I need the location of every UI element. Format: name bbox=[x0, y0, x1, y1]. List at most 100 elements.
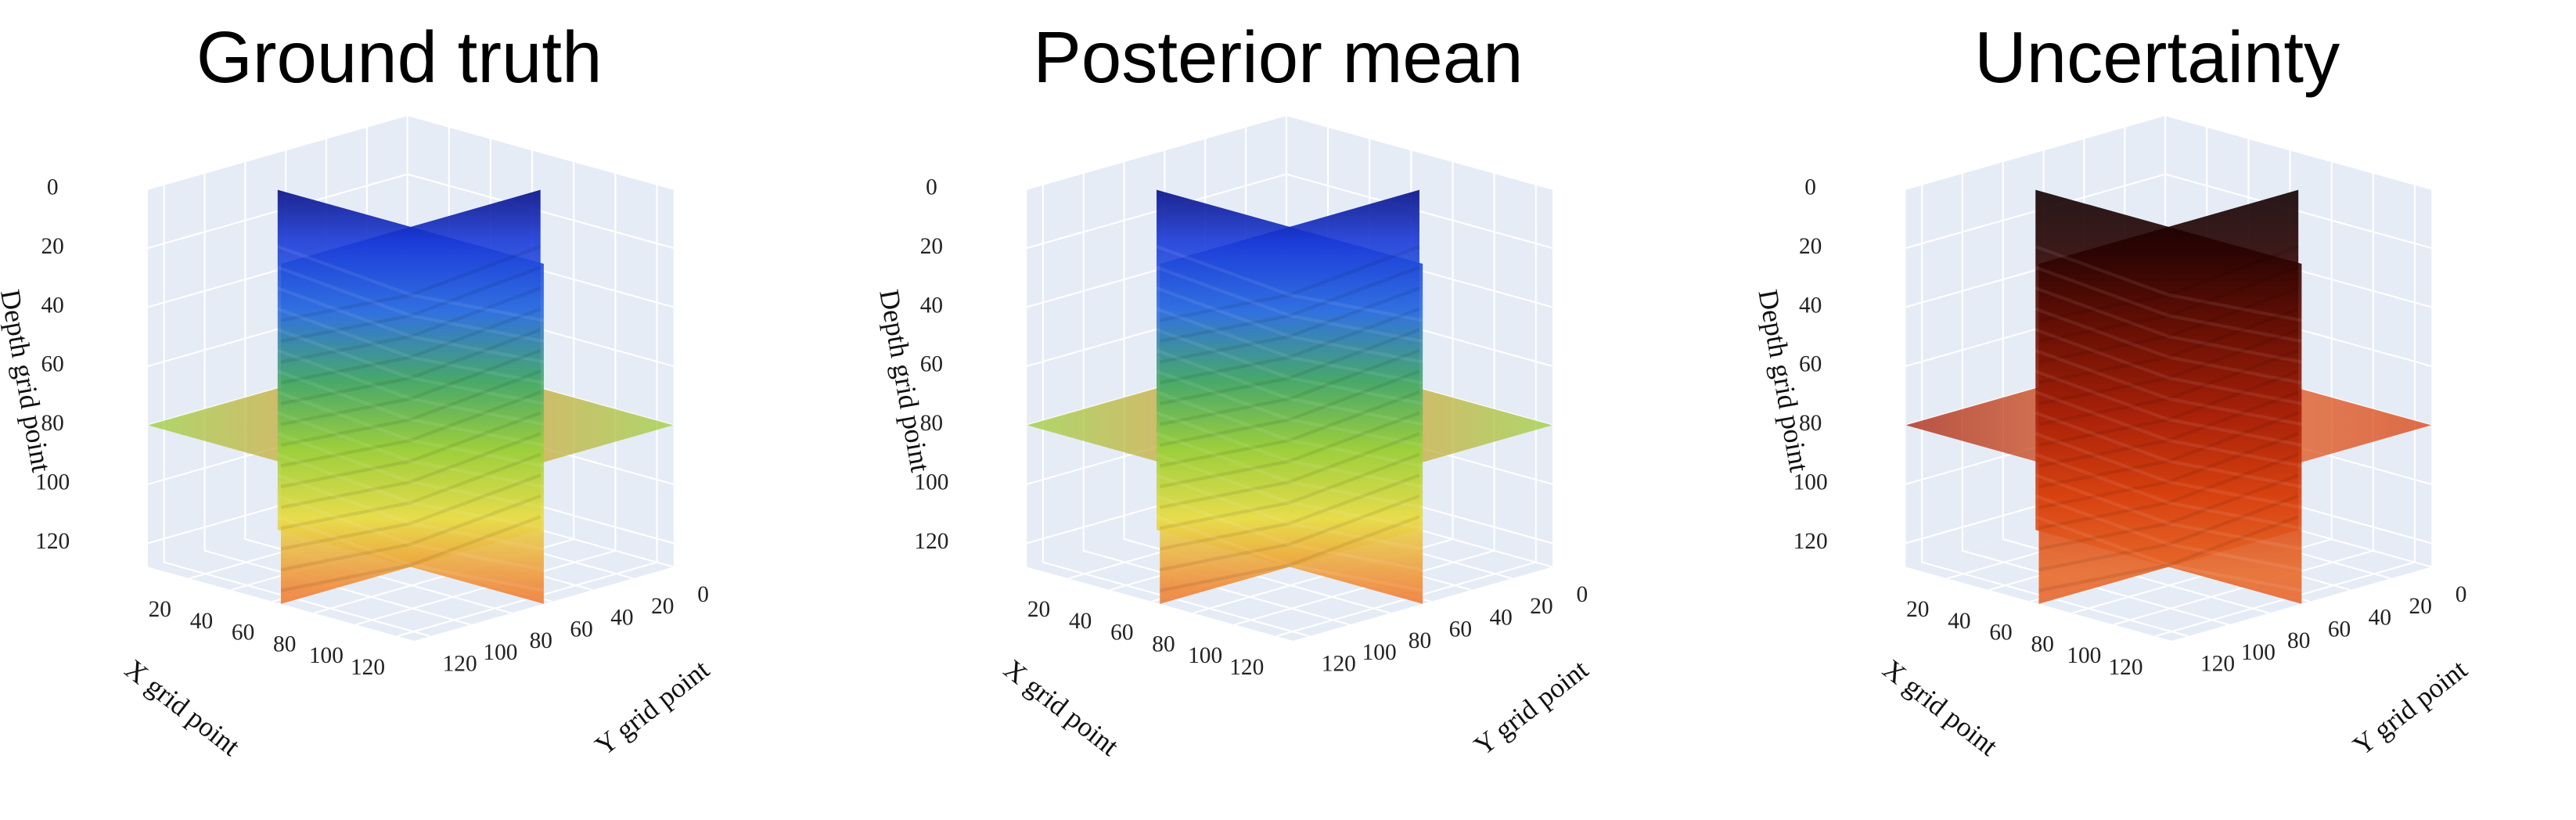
y-tick-label: 100 bbox=[2241, 640, 2276, 665]
z-tick-label: 40 bbox=[1799, 293, 1822, 318]
y-tick-label: 40 bbox=[1489, 606, 1512, 631]
slice-texture bbox=[1159, 369, 1420, 447]
slice-texture bbox=[1156, 245, 1423, 322]
slice-texture bbox=[2035, 432, 2302, 509]
y-tick-label: 120 bbox=[443, 652, 477, 677]
x-tick-label: 80 bbox=[1152, 631, 1175, 656]
y-tick-label: 20 bbox=[1530, 594, 1552, 619]
x-tick-label: 80 bbox=[273, 631, 296, 656]
z-tick-label: 120 bbox=[1793, 529, 1828, 554]
slice-texture bbox=[277, 411, 545, 489]
x-tick-label: 120 bbox=[1229, 655, 1264, 680]
slice-texture bbox=[280, 307, 541, 385]
slice-texture bbox=[1156, 390, 1423, 468]
slice-texture bbox=[280, 390, 541, 468]
x-tick-label: 100 bbox=[2067, 643, 2101, 668]
grid-line bbox=[1042, 184, 1310, 638]
slice-texture bbox=[277, 494, 545, 572]
x-tick-label: 40 bbox=[1069, 609, 1092, 634]
z-tick-label: 80 bbox=[1799, 411, 1822, 436]
slice-texture bbox=[277, 473, 545, 551]
grid-line bbox=[244, 161, 512, 614]
z-tick-label: 20 bbox=[1799, 234, 1822, 259]
slice-texture bbox=[277, 452, 545, 530]
y-tick-label: 20 bbox=[2409, 594, 2432, 619]
slice-texture bbox=[1156, 265, 1423, 343]
x-tick-label: 20 bbox=[1027, 597, 1050, 622]
y-slice bbox=[1157, 189, 1423, 604]
slice-texture bbox=[277, 307, 545, 385]
slice-texture bbox=[277, 328, 545, 405]
slice-texture bbox=[280, 328, 541, 405]
slice-texture bbox=[1156, 432, 1423, 509]
x-tick-label: 80 bbox=[2031, 631, 2054, 656]
slice-texture bbox=[2038, 286, 2299, 364]
panel: Posterior mean 0 20 40 60 80 100 120 20 40 60 80 100… bbox=[873, 16, 1594, 762]
z-tick-label: 0 bbox=[926, 174, 937, 200]
slice-texture bbox=[1156, 411, 1423, 489]
y-tick-label: 100 bbox=[483, 640, 517, 665]
y-slice bbox=[277, 189, 544, 604]
grid-line bbox=[163, 184, 431, 638]
slice-texture bbox=[2035, 515, 2302, 592]
slice-texture bbox=[2038, 515, 2299, 592]
x-tick-label: 40 bbox=[190, 609, 213, 634]
grid-line bbox=[1123, 161, 1391, 614]
slice-texture bbox=[2035, 390, 2302, 468]
grid-line bbox=[1921, 184, 2189, 638]
slice-texture bbox=[2038, 307, 2299, 385]
slice-texture bbox=[277, 348, 545, 426]
z-tick-label: 80 bbox=[41, 411, 63, 436]
z-tick-label: 0 bbox=[1804, 174, 1816, 200]
z-tick-label: 120 bbox=[35, 529, 70, 554]
slice-texture bbox=[280, 348, 541, 426]
slice-texture bbox=[280, 286, 541, 364]
z-tick-label: 60 bbox=[41, 352, 63, 377]
slice-texture bbox=[280, 411, 541, 489]
slice-texture bbox=[1159, 432, 1420, 509]
slice-texture bbox=[277, 245, 545, 322]
slice-texture bbox=[1159, 411, 1420, 489]
slice-texture bbox=[1159, 245, 1420, 322]
y-tick-label: 20 bbox=[651, 594, 674, 619]
y-tick-label: 80 bbox=[1409, 628, 1431, 653]
y-tick-label: 60 bbox=[1449, 617, 1472, 642]
slice-texture bbox=[2035, 265, 2302, 343]
slice-texture bbox=[2035, 348, 2302, 426]
y-tick-label: 100 bbox=[1362, 640, 1397, 665]
z-tick-label: 60 bbox=[920, 352, 943, 377]
slice-texture bbox=[2038, 245, 2299, 322]
y-slice bbox=[2035, 189, 2302, 604]
grid-line bbox=[1961, 172, 2229, 626]
slice-texture bbox=[1156, 328, 1423, 405]
z-tick-label: 100 bbox=[914, 470, 948, 495]
slice-texture bbox=[1159, 348, 1420, 426]
slice-texture bbox=[2035, 307, 2302, 385]
y-tick-label: 120 bbox=[2200, 652, 2235, 677]
slice-texture bbox=[2035, 369, 2302, 447]
slice-texture bbox=[1156, 515, 1423, 592]
z-tick-label: 100 bbox=[1793, 470, 1828, 495]
x-tick-label: 100 bbox=[1188, 643, 1222, 668]
y-tick-label: 60 bbox=[570, 617, 592, 642]
slice-texture bbox=[280, 494, 541, 572]
panel-title: Posterior mean bbox=[1033, 16, 1523, 98]
slice-texture bbox=[2035, 328, 2302, 405]
y-tick-label: 40 bbox=[2369, 606, 2391, 631]
x-axis-title: X grid point bbox=[1877, 653, 2004, 762]
y-tick-label: 0 bbox=[697, 582, 709, 607]
x-tick-label: 120 bbox=[2108, 655, 2142, 680]
slice-texture bbox=[280, 265, 541, 343]
z-tick-label: 20 bbox=[41, 234, 63, 259]
z-tick-label: 40 bbox=[41, 293, 63, 318]
slice-texture bbox=[2038, 328, 2299, 405]
z-tick-label: 0 bbox=[47, 174, 59, 200]
slice-texture bbox=[2035, 411, 2302, 489]
z-tick-label: 40 bbox=[920, 293, 943, 318]
slice-texture bbox=[1159, 265, 1420, 343]
slice-texture bbox=[1156, 286, 1423, 364]
slice-texture bbox=[1156, 369, 1423, 447]
slice-texture bbox=[1159, 390, 1420, 468]
